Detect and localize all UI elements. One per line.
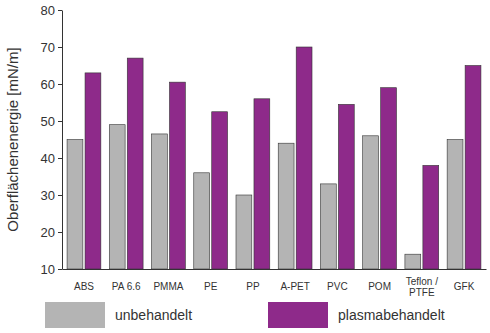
y-tick-label: 30 [41, 188, 55, 203]
bar [320, 184, 336, 269]
x-tick-label: ABS [74, 281, 94, 292]
bar [194, 173, 210, 269]
y-axis-line [62, 11, 63, 270]
x-axis: ABS PA 6.6 PMMA PE PP A-PET PVC POM Teflon /PTFE… [63, 269, 487, 298]
x-tick-label: PMMA [153, 281, 183, 292]
x-tick: GFK [454, 269, 475, 292]
x-tick: A-PET [280, 269, 309, 292]
bar [152, 134, 168, 269]
bar [109, 125, 125, 269]
y-tick-label: 20 [41, 225, 55, 240]
y-tick-label: 40 [41, 151, 55, 166]
x-tick-label: POM [368, 281, 391, 292]
y-tick-mark [58, 269, 62, 270]
x-tick: PVC [327, 269, 348, 292]
x-tick: Teflon /PTFE [406, 269, 438, 298]
bar [127, 58, 143, 269]
bar [170, 82, 186, 269]
x-tick-label: PP [246, 281, 260, 292]
y-tick: 30 [41, 188, 62, 203]
x-tick-label: PE [204, 281, 218, 292]
x-axis-line [63, 269, 487, 270]
y-tick-mark [58, 84, 62, 85]
x-tick: PP [246, 269, 260, 292]
y-axis-title: Oberflächenenergie [mN/m] [4, 47, 21, 231]
y-tick-mark [58, 232, 62, 233]
bar [212, 112, 228, 269]
plot: 10 20 30 40 50 60 70 80 ABS PA 6.6 PMMA PE PP A-PET PV… [41, 3, 487, 298]
y-tick-label: 50 [41, 114, 55, 129]
legend-swatch [268, 302, 328, 328]
y-tick-mark [58, 47, 62, 48]
bar [405, 254, 421, 269]
y-tick: 50 [41, 114, 62, 129]
legend: unbehandelt plasmabehandelt [45, 302, 445, 328]
bar [296, 47, 312, 269]
bar [254, 99, 270, 269]
y-axis: 10 20 30 40 50 60 70 80 [41, 3, 63, 277]
legend-swatch [45, 302, 105, 328]
legend-label: plasmabehandelt [338, 307, 445, 323]
y-tick-mark [58, 195, 62, 196]
y-tick: 20 [41, 225, 62, 240]
y-tick: 40 [41, 151, 62, 166]
bar [363, 136, 379, 269]
legend-label: unbehandelt [115, 307, 192, 323]
y-tick-mark [58, 158, 62, 159]
y-tick: 60 [41, 77, 62, 92]
bar [85, 73, 101, 269]
bar [338, 104, 354, 269]
x-tick: PE [204, 269, 218, 292]
y-tick-label: 70 [41, 40, 55, 55]
bar [381, 88, 397, 269]
y-tick: 10 [41, 262, 62, 277]
x-tick-label: Teflon /PTFE [406, 276, 438, 298]
y-tick-label: 10 [41, 262, 55, 277]
x-tick-label: PVC [327, 281, 348, 292]
x-tick: ABS [74, 269, 94, 292]
y-tick-mark [58, 121, 62, 122]
y-tick-label: 60 [41, 77, 55, 92]
x-tick: PMMA [153, 269, 183, 292]
y-tick-mark [58, 10, 62, 11]
bar [67, 140, 83, 270]
y-tick-label: 80 [41, 3, 55, 18]
bar [423, 165, 439, 269]
chart: 10 20 30 40 50 60 70 80 ABS PA 6.6 PMMA PE PP A-PET PV… [0, 0, 490, 333]
bar [465, 66, 481, 270]
bar [278, 143, 294, 269]
x-tick: PA 6.6 [112, 269, 141, 292]
y-tick: 80 [41, 3, 62, 18]
bar [236, 195, 252, 269]
x-tick: POM [368, 269, 391, 292]
y-tick: 70 [41, 40, 62, 55]
x-tick-label: GFK [454, 281, 475, 292]
bar [447, 140, 463, 270]
x-tick-label: PA 6.6 [112, 281, 141, 292]
bars [67, 47, 481, 269]
x-tick-label: A-PET [280, 281, 309, 292]
